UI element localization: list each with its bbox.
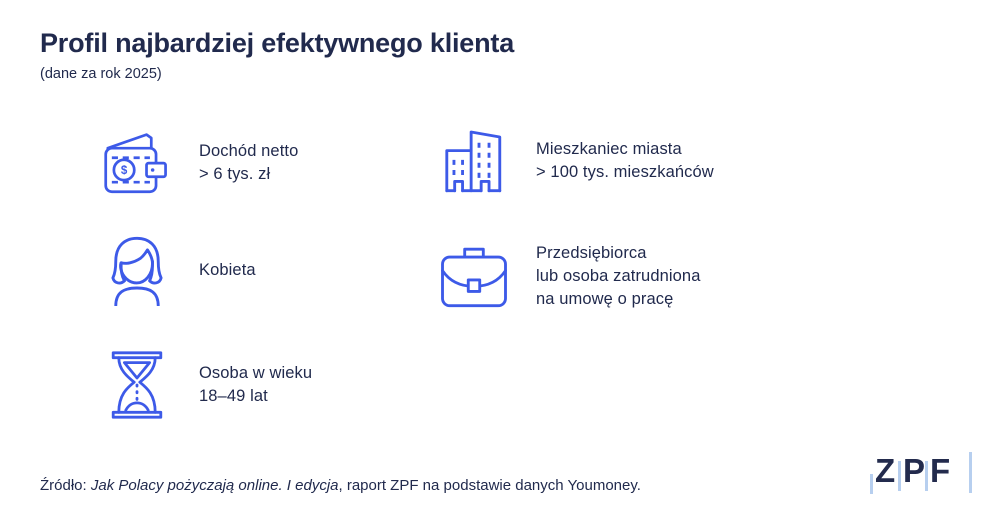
source-report-title: Jak Polacy pożyczają online. I edycja xyxy=(90,477,339,494)
item-text-line: Przedsiębiorca xyxy=(536,243,647,262)
woman-icon xyxy=(95,234,179,306)
item-text: Przedsiębiorca lub osoba zatrudniona na … xyxy=(536,242,700,311)
item-text: Mieszkaniec miasta > 100 tys. mieszkańcó… xyxy=(536,138,714,184)
page-title: Profil najbardziej efektywnego klienta xyxy=(40,28,515,58)
hourglass-icon xyxy=(95,350,179,420)
item-text: Dochód netto > 6 tys. zł xyxy=(199,140,298,186)
source-note: Źródło: Jak Polacy pożyczają online. I e… xyxy=(40,476,641,496)
profile-item-city: Mieszkaniec miasta > 100 tys. mieszkańcó… xyxy=(432,121,714,201)
zpf-logo: Z P F xyxy=(855,450,990,505)
item-text-line: Mieszkaniec miasta xyxy=(536,140,682,158)
woman-icon xyxy=(111,236,163,306)
item-text-line: Dochód netto xyxy=(199,142,299,160)
logo-bar xyxy=(898,461,901,491)
logo-letter-z: Z xyxy=(875,452,896,489)
source-suffix: , raport ZPF na podstawie danych Youmone… xyxy=(338,477,641,494)
briefcase-icon xyxy=(432,242,516,310)
logo-bar xyxy=(870,474,873,494)
item-text-line: 18–49 lat xyxy=(199,387,268,405)
profile-item-age: Osoba w wieku 18–49 lat xyxy=(95,345,312,425)
hourglass-icon xyxy=(111,351,163,419)
logo-bar xyxy=(969,452,972,493)
wallet-icon: $ xyxy=(104,132,167,193)
item-text: Kobieta xyxy=(199,259,256,282)
logo-bar xyxy=(925,461,928,491)
dollar-symbol: $ xyxy=(121,165,128,177)
source-prefix: Źródło: xyxy=(40,477,91,494)
logo-letter-p: P xyxy=(903,452,926,489)
item-text: Osoba w wieku 18–49 lat xyxy=(199,362,312,408)
briefcase-icon xyxy=(441,247,507,308)
item-text-line: > 6 tys. zł xyxy=(199,165,271,183)
item-text-line: > 100 tys. mieszkańców xyxy=(536,163,714,181)
buildings-icon xyxy=(432,127,516,195)
page-subtitle: (dane za rok 2025) xyxy=(40,66,162,82)
logo-letter-f: F xyxy=(930,452,951,489)
item-text-line: na umowę o pracę xyxy=(536,289,674,308)
item-text-line: lub osoba zatrudniona xyxy=(536,266,701,285)
item-text-line: Osoba w wieku xyxy=(199,364,313,382)
profile-item-employment: Przedsiębiorca lub osoba zatrudniona na … xyxy=(432,238,700,314)
item-text-line: Kobieta xyxy=(199,260,256,279)
wallet-icon: $ xyxy=(95,131,179,196)
profile-item-income: $ Dochód netto > 6 tys. zł xyxy=(95,123,298,203)
profile-item-gender: Kobieta xyxy=(95,230,256,310)
buildings-icon xyxy=(445,130,502,193)
